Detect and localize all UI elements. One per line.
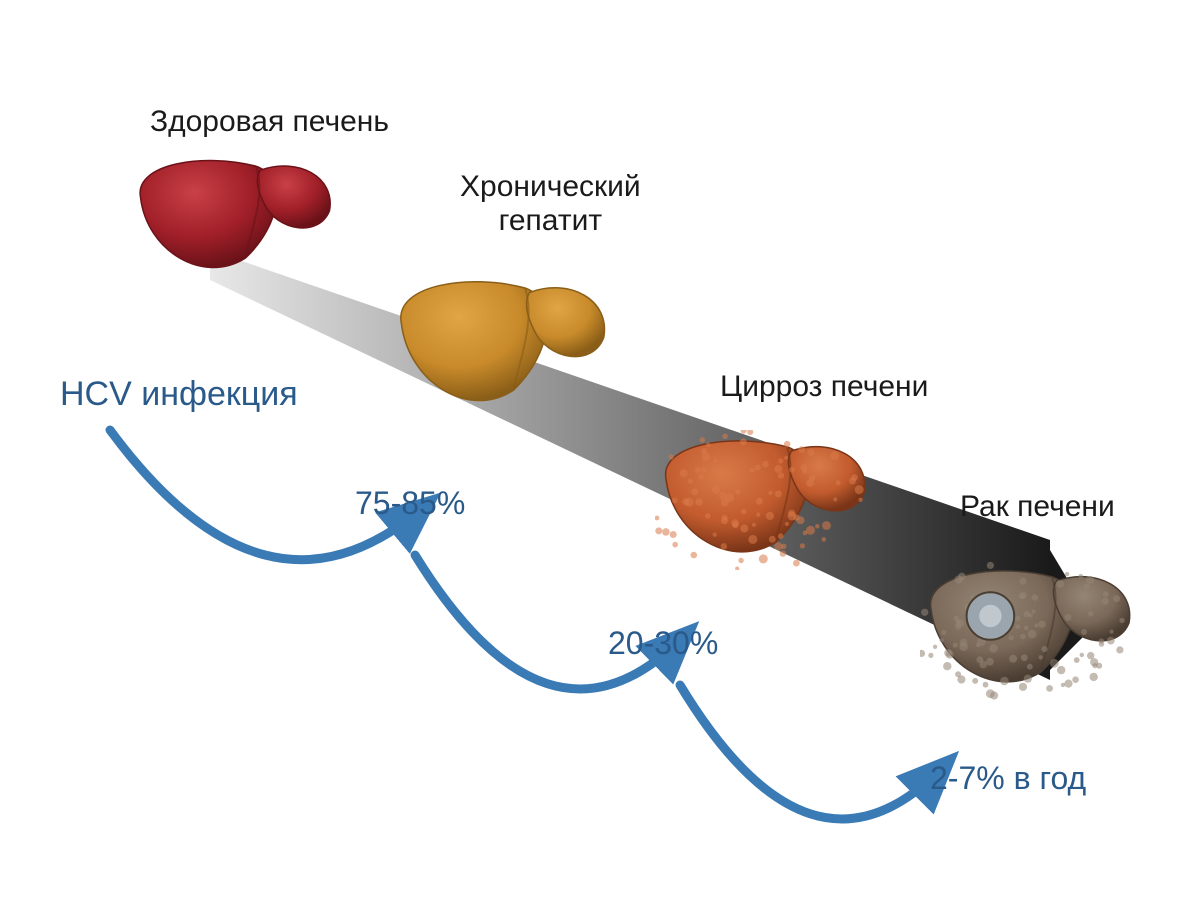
stage-label-cirrhosis: Цирроз печени: [720, 370, 928, 404]
percent-healthy-chronic: 75-85%: [355, 485, 465, 522]
liver-healthy: [130, 150, 340, 290]
stage-label-cancer: Рак печени: [960, 490, 1115, 524]
transition-arrow-chronic-cirrhosis: [415, 555, 680, 689]
percent-chronic-cirrhosis: 20-30%: [608, 625, 718, 662]
stage-label-healthy: Здоровая печень: [150, 105, 389, 139]
liver-cirrhosis: [655, 430, 875, 575]
liver-cancer: [920, 560, 1140, 705]
stage-label-chronic: Хронический гепатит: [460, 170, 641, 238]
liver-chronic: [390, 270, 615, 425]
percent-cirrhosis-cancer: 2-7% в год: [930, 760, 1086, 797]
start-label: HCV инфекция: [60, 375, 298, 414]
transition-arrow-cirrhosis-cancer: [680, 685, 940, 819]
